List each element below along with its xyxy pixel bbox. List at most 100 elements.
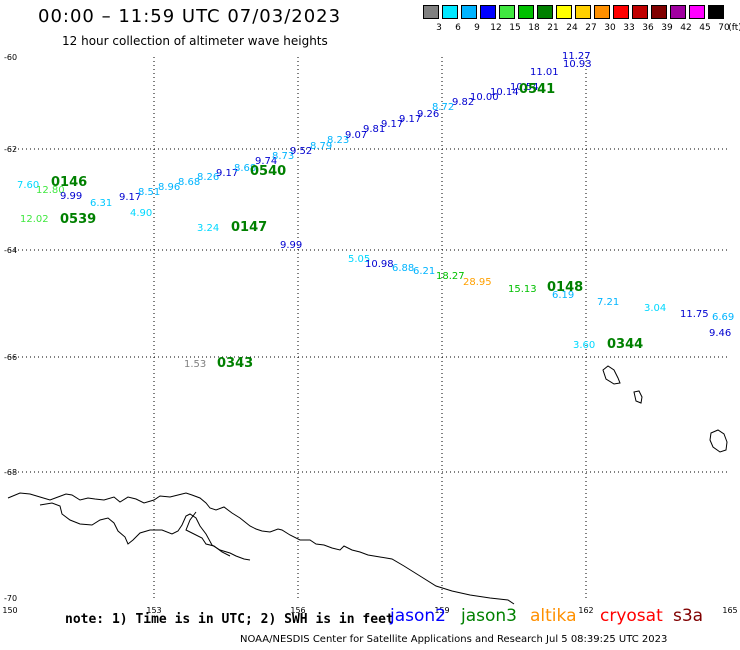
- pass-time-label: 0147: [231, 220, 267, 235]
- wave-height-label: 9.17: [381, 119, 403, 130]
- wave-height-label: 12.02: [20, 214, 49, 225]
- satellite-name: s3a: [673, 606, 704, 626]
- wave-height-label: 9.17: [399, 114, 421, 125]
- wave-height-label: 10.98: [365, 259, 394, 270]
- wave-height-label: 3.60: [573, 340, 595, 351]
- coastline-bay: [185, 511, 231, 557]
- lon-tick-label: 162: [578, 606, 593, 615]
- legend-label: 9: [474, 23, 480, 33]
- legend-label: 42: [680, 23, 692, 33]
- wave-height-label: 11.27: [562, 51, 591, 62]
- wave-height-label: 10.14: [490, 87, 519, 98]
- wave-height-label: 9.74: [255, 156, 277, 167]
- legend-swatch: [594, 5, 610, 19]
- wave-height-label: 9.07: [345, 130, 367, 141]
- island-a: [602, 365, 621, 385]
- wave-height-label: 7.21: [597, 297, 619, 308]
- lon-tick-label: 156: [290, 606, 305, 615]
- wave-height-label: 10.00: [470, 92, 499, 103]
- lat-tick-label: -70: [4, 594, 17, 603]
- wave-height-label: 9.46: [709, 328, 731, 339]
- pass-time-label: 0539: [60, 212, 96, 227]
- legend-swatch: [670, 5, 686, 19]
- legend-swatch: [423, 5, 439, 19]
- pass-time-label: 0146: [51, 175, 87, 190]
- legend-swatch: [575, 5, 591, 19]
- island-b: [633, 390, 643, 404]
- wave-height-label: 12.80: [36, 185, 65, 196]
- lat-tick-label: -66: [4, 353, 17, 362]
- island-c: [709, 429, 728, 453]
- wave-height-label: 9.17: [119, 192, 141, 203]
- wave-height-label: 9.17: [216, 168, 238, 179]
- lat-tick-label: -64: [4, 246, 17, 255]
- wave-height-label: 7.60: [17, 180, 39, 191]
- wave-height-label: 11.75: [680, 309, 709, 320]
- graticule: 150 153 156 159 162 165 -60 -62 -64 -66 -68 -70: [2, 53, 737, 615]
- lon-tick-label: 153: [146, 606, 161, 615]
- wave-height-label: 8.68: [234, 163, 256, 174]
- pass-time-label: 0541: [519, 82, 555, 97]
- wave-height-label: 9.81: [363, 124, 385, 135]
- footer-credit: NOAA/NESDIS Center for Satellite Applica…: [240, 634, 668, 645]
- lat-tick-label: -62: [4, 145, 17, 154]
- wave-height-label: 5.05: [348, 254, 370, 265]
- footer-note: note: 1) Time is in UTC; 2) SWH is in fe…: [65, 612, 394, 627]
- pass-time-label: 0540: [250, 164, 286, 179]
- lat-tick-label: -60: [4, 53, 17, 62]
- legend-swatch: [499, 5, 515, 19]
- legend-swatch: [613, 5, 629, 19]
- satellite-name: jason3: [461, 606, 517, 626]
- legend-label: 30: [604, 23, 616, 33]
- legend-label: 18: [528, 23, 540, 33]
- wave-height-label: 8.72: [432, 102, 454, 113]
- wave-height-label: 28.95: [463, 277, 492, 288]
- wave-height-label: 9.26: [417, 109, 439, 120]
- wave-height-label: 9.52: [290, 146, 312, 157]
- lon-tick-label: 150: [2, 606, 17, 615]
- lon-tick-label: 165: [722, 606, 737, 615]
- coastline: [7, 365, 728, 605]
- legend-label: 45: [699, 23, 711, 33]
- wave-height-label: 15.13: [508, 284, 537, 295]
- pass-time-label: 0344: [607, 337, 643, 352]
- page-title: 00:00 – 11:59 UTC 07/03/2023: [38, 6, 342, 27]
- legend-swatch: [556, 5, 572, 19]
- satellite-name: altika: [530, 606, 577, 626]
- wave-height-label: 6.88: [392, 263, 414, 274]
- legend-swatch: [537, 5, 553, 19]
- satellite-name: cryosat: [600, 606, 663, 626]
- wave-height-label: 8.79: [310, 141, 332, 152]
- pass-time-label: 0148: [547, 280, 583, 295]
- wave-height-label: 8.26: [197, 172, 219, 183]
- legend-label: 12: [490, 23, 502, 33]
- legend-swatch: [651, 5, 667, 19]
- legend-swatch: [480, 5, 496, 19]
- wave-height-label: 6.21: [413, 266, 435, 277]
- wave-height-label: 8.68: [178, 177, 200, 188]
- legend-unit: (ft): [728, 23, 740, 33]
- wave-height-label: 8.51: [138, 187, 160, 198]
- legend-swatch: [689, 5, 705, 19]
- track-labels: 7.6012.809.9912.026.319.178.518.964.908.…: [17, 51, 734, 371]
- wave-height-label: 3.04: [644, 303, 666, 314]
- page-subtitle: 12 hour collection of altimeter wave hei…: [62, 34, 328, 48]
- wave-height-label: 1.53: [184, 359, 206, 370]
- wave-height-label: 6.19: [552, 290, 574, 301]
- legend-label: 24: [566, 23, 578, 33]
- legend-label: 70: [718, 23, 730, 33]
- legend-label: 33: [623, 23, 635, 33]
- legend-swatch: [442, 5, 458, 19]
- legend-swatch: [708, 5, 724, 19]
- legend-swatch: [632, 5, 648, 19]
- legend-label: 27: [585, 23, 597, 33]
- wave-height-label: 11.01: [530, 67, 559, 78]
- wave-height-label: 9.99: [280, 240, 302, 251]
- wave-height-label: 8.96: [158, 182, 180, 193]
- pass-time-label: 0343: [217, 356, 253, 371]
- wave-height-label: 6.69: [712, 312, 734, 323]
- wave-height-label: 10.93: [563, 59, 592, 70]
- legend-label: 15: [509, 23, 521, 33]
- wave-height-label: 4.90: [130, 208, 152, 219]
